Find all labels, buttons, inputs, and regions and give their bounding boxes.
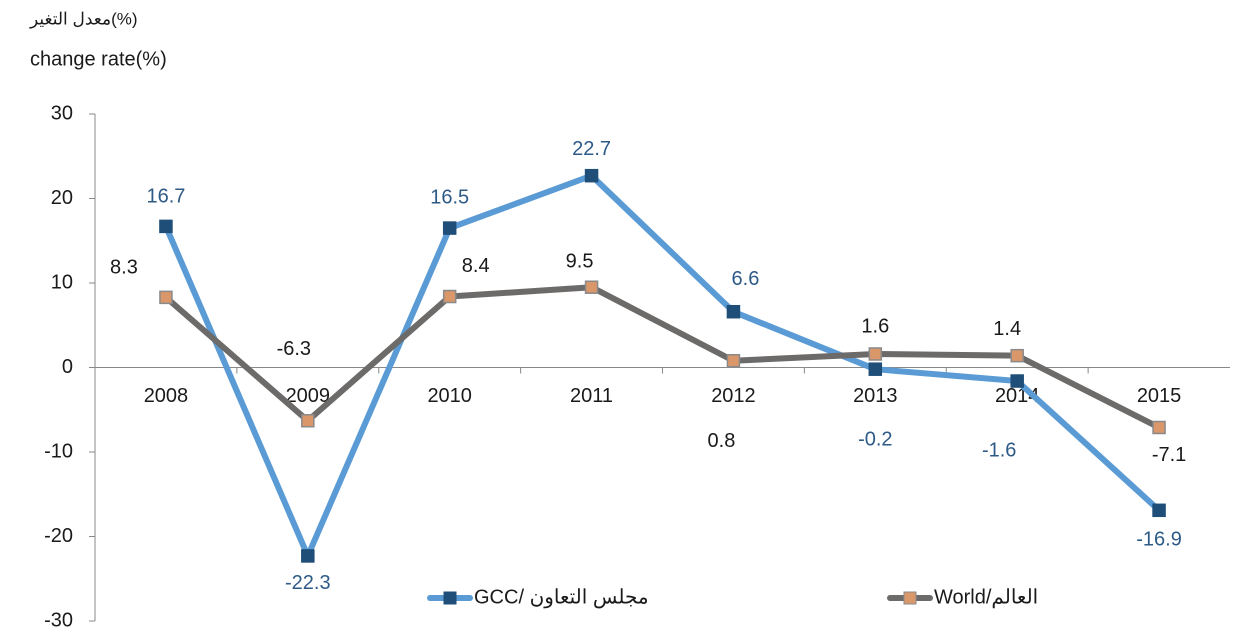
data-label: 6.6 (732, 268, 760, 290)
y-tick-label: 30 (51, 102, 73, 124)
marker (442, 221, 457, 235)
data-label: 1.6 (861, 315, 889, 337)
x-tick-label: 2013 (853, 385, 898, 407)
data-label: 8.4 (462, 255, 490, 277)
x-tick-label: 2015 (1137, 385, 1182, 407)
marker (868, 347, 883, 361)
data-label: 16.7 (146, 186, 185, 208)
marker (726, 353, 741, 368)
marker (1152, 503, 1166, 518)
y-tick-label: 10 (51, 271, 73, 293)
x-tick-label: 2009 (286, 385, 331, 407)
data-label: -22.3 (285, 572, 331, 594)
marker (1152, 420, 1166, 435)
x-tick-label: 2010 (427, 385, 472, 407)
data-label: 8.3 (110, 257, 138, 279)
data-label: -6.3 (277, 338, 311, 360)
legend-label: World/العالم (934, 586, 1038, 608)
marker (301, 549, 315, 563)
marker (301, 413, 315, 428)
marker (159, 219, 173, 234)
y-tick-label: -30 (44, 609, 73, 631)
marker (584, 280, 599, 294)
marker (868, 362, 883, 376)
x-tick-label: 2012 (711, 385, 756, 407)
marker (726, 304, 741, 319)
marker (1010, 348, 1024, 363)
y-tick-label: -20 (44, 525, 73, 547)
series-line (163, 172, 1162, 559)
data-label: 0.8 (708, 430, 736, 452)
x-tick-label: 2011 (570, 385, 613, 407)
data-label: -0.2 (858, 428, 892, 450)
legend-marker (443, 591, 457, 605)
data-label: 22.7 (572, 138, 611, 160)
series-line (163, 284, 1161, 431)
legend-marker (903, 591, 917, 605)
y-tick-label: -10 (44, 440, 73, 462)
data-label: 1.4 (993, 318, 1021, 340)
marker (584, 168, 599, 183)
y-tick-label: 20 (51, 187, 73, 209)
data-label: -16.9 (1136, 529, 1182, 551)
legend-label: GCC/ مجلس التعاون (474, 586, 649, 608)
x-tick-label: 2008 (144, 385, 189, 407)
marker (1010, 374, 1024, 388)
marker (159, 290, 173, 305)
data-label: 16.5 (430, 186, 469, 208)
y-axis-label-ar: معدل التغير(%) (29, 9, 138, 29)
data-label: 9.5 (566, 251, 594, 273)
y-axis-label: change rate(%) (30, 48, 167, 70)
marker (442, 289, 457, 304)
data-label: -1.6 (982, 439, 1016, 461)
y-tick-label: 0 (62, 356, 73, 378)
data-label: -7.1 (1152, 444, 1186, 466)
